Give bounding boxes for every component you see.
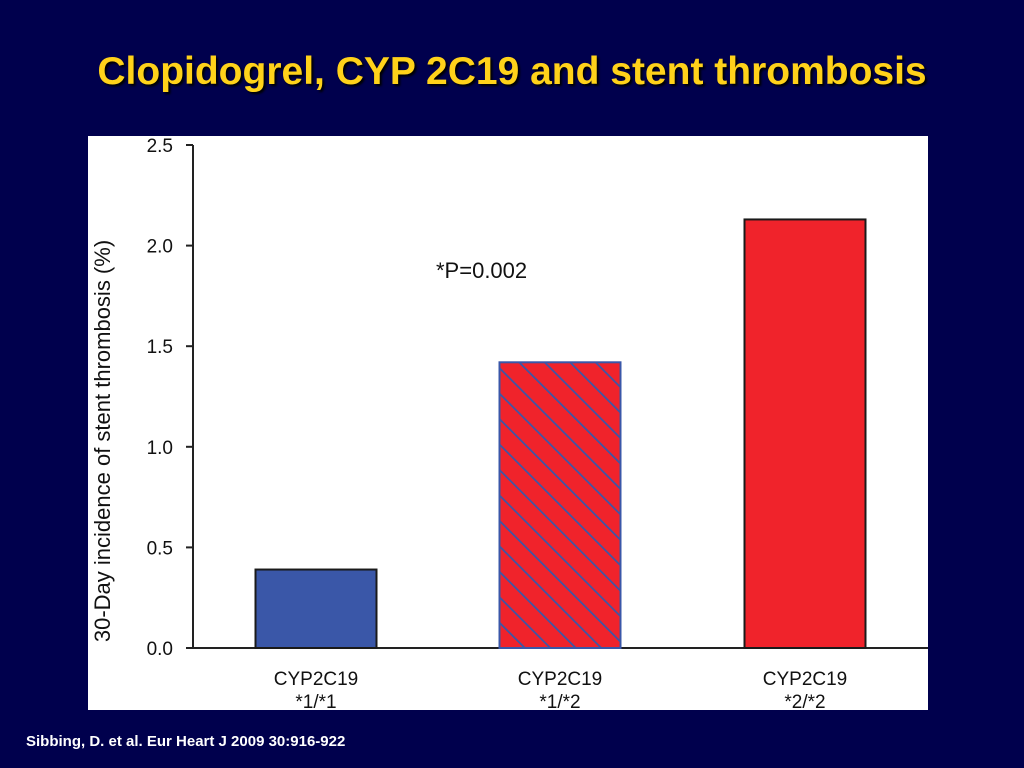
x-tick-sublabel: *1/*2 xyxy=(539,692,580,710)
y-tick-label: 0.0 xyxy=(147,639,173,660)
y-tick-label: 2.5 xyxy=(147,136,173,157)
p-value-annotation: *P=0.002 xyxy=(436,258,527,283)
y-tick-label: 0.5 xyxy=(147,538,173,559)
bars xyxy=(254,218,867,650)
chart-panel: 30-Day incidence of stent thrombosis (%)… xyxy=(88,136,928,710)
x-tick-sublabel: *2/*2 xyxy=(784,692,825,710)
y-axis-label-group: 30-Day incidence of stent thrombosis (%) xyxy=(90,240,115,642)
bar-chart: 30-Day incidence of stent thrombosis (%)… xyxy=(90,136,928,710)
bar-3 xyxy=(743,218,867,649)
y-axis-label: 30-Day incidence of stent thrombosis (%) xyxy=(90,240,115,642)
bar-2 xyxy=(498,361,622,650)
y-tick-label: 1.5 xyxy=(147,337,173,358)
x-tick-label: CYP2C19 xyxy=(518,669,603,690)
slide-title: Clopidogrel, CYP 2C19 and stent thrombos… xyxy=(97,50,927,93)
citation: Sibbing, D. et al. Eur Heart J 2009 30:9… xyxy=(26,733,346,750)
x-tick-label: CYP2C19 xyxy=(274,669,359,690)
y-tick-label: 2.0 xyxy=(147,237,173,258)
y-tick-label: 1.0 xyxy=(147,438,173,459)
x-axis-labels: CYP2C19 *1/*1 CYP2C19 *1/*2 CYP2C19 *2/*2 xyxy=(274,669,848,710)
bar-1 xyxy=(254,568,378,650)
x-tick-sublabel: *1/*1 xyxy=(295,692,336,710)
x-tick-label: CYP2C19 xyxy=(763,669,848,690)
